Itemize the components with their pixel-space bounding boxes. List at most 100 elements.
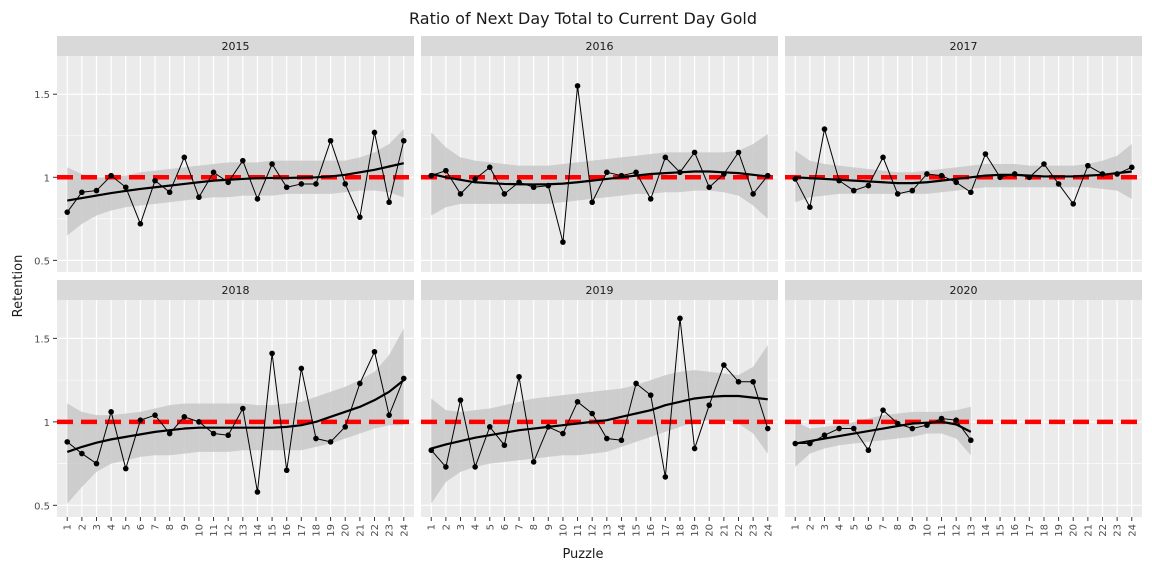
x-tick-label: 1 — [427, 524, 438, 530]
x-tick-label: 7 — [879, 524, 890, 530]
data-point — [545, 424, 552, 430]
data-point — [894, 191, 901, 197]
x-tick-label: 4 — [835, 524, 846, 530]
x-tick-label: 17 — [297, 524, 308, 537]
data-point — [807, 204, 813, 210]
data-point — [647, 392, 654, 398]
data-point — [327, 137, 334, 144]
data-point — [486, 164, 493, 171]
x-tick-label: 24 — [399, 524, 410, 537]
data-point — [400, 137, 407, 144]
y-tick-label: 1 — [44, 418, 50, 429]
series-line — [794, 128, 1132, 209]
data-point — [574, 399, 581, 405]
chart-title: Ratio of Next Day Total to Current Day G… — [409, 9, 757, 28]
data-point — [386, 412, 392, 418]
data-point — [457, 191, 464, 197]
x-tick-label: 8 — [893, 524, 904, 530]
facet-strip-label: 2015 — [222, 40, 250, 53]
data-point — [880, 154, 886, 161]
x-tick-label: 21 — [719, 524, 730, 537]
data-point — [677, 315, 683, 322]
x-tick-label: 2 — [441, 524, 452, 530]
data-point — [108, 409, 114, 415]
data-point — [924, 171, 930, 177]
x-tick-label: 23 — [749, 524, 760, 537]
data-point — [152, 412, 158, 418]
data-point — [735, 378, 742, 385]
x-tick-label: 3 — [92, 524, 103, 530]
data-point — [1026, 174, 1033, 181]
facet-panel-2015: 2015 0.5 1 1.5 — [34, 36, 414, 272]
data-point — [560, 239, 566, 245]
facet-strip-label: 2019 — [586, 284, 614, 297]
x-tick-label: 10 — [558, 524, 569, 537]
data-point — [166, 430, 173, 437]
data-point — [647, 196, 654, 202]
facet-strip — [421, 36, 778, 56]
x-tick-label: 4 — [107, 524, 118, 530]
x-tick-label: 16 — [282, 524, 293, 537]
data-point — [836, 177, 842, 184]
data-point — [122, 465, 129, 472]
x-tick-label: 20 — [341, 524, 352, 537]
x-tick-label: 5 — [121, 524, 132, 530]
data-point — [530, 184, 537, 191]
data-point — [968, 189, 974, 196]
data-point — [750, 378, 756, 385]
x-tick-label: 3 — [456, 524, 467, 530]
data-point — [604, 169, 610, 176]
data-point — [254, 489, 261, 495]
data-point — [721, 171, 727, 177]
x-tick-label: 20 — [705, 524, 716, 537]
data-point — [357, 214, 363, 220]
data-point — [93, 460, 100, 467]
data-point — [501, 191, 508, 197]
data-point — [589, 199, 595, 206]
y-tick-label: 1 — [44, 173, 50, 184]
data-point — [313, 435, 319, 442]
data-point — [240, 157, 246, 164]
confidence-band — [431, 345, 768, 504]
data-point — [764, 172, 771, 179]
data-point — [982, 151, 989, 157]
facet-strip-label: 2017 — [950, 40, 978, 53]
y-tick-label: 0.5 — [34, 501, 50, 512]
x-tick-label: 10 — [194, 524, 205, 537]
data-point — [880, 407, 886, 413]
x-tick-label: 23 — [385, 524, 396, 537]
x-tick-label: 6 — [864, 524, 875, 530]
y-tick-label: 1.5 — [34, 90, 50, 101]
data-point — [618, 437, 625, 444]
data-point — [457, 397, 464, 403]
data-point — [938, 172, 945, 179]
smooth-line — [67, 162, 405, 202]
x-tick-label: 5 — [485, 524, 496, 530]
data-point — [283, 467, 290, 474]
data-point — [938, 415, 945, 422]
data-point — [691, 445, 698, 452]
data-point — [618, 172, 625, 179]
facet-strip — [57, 36, 414, 56]
data-point — [1099, 171, 1106, 177]
x-tick-label: 18 — [311, 524, 322, 537]
y-axis-title: Retention — [11, 255, 26, 318]
x-tick-label: 13 — [966, 524, 977, 537]
data-point — [735, 149, 742, 156]
x-tick-label: 23 — [1113, 524, 1124, 537]
data-point — [327, 439, 334, 445]
data-point — [1114, 171, 1120, 177]
x-tick-label: 14 — [981, 524, 992, 537]
x-tick-label: 19 — [326, 524, 337, 537]
data-point — [721, 362, 727, 368]
data-point — [472, 176, 478, 182]
smooth-line — [66, 379, 405, 453]
series-line — [66, 350, 405, 493]
x-tick-label: 9 — [180, 524, 191, 530]
x-tick-label: 5 — [849, 524, 860, 530]
data-point — [574, 83, 581, 89]
facet-strip — [57, 280, 414, 300]
data-point — [428, 172, 435, 179]
